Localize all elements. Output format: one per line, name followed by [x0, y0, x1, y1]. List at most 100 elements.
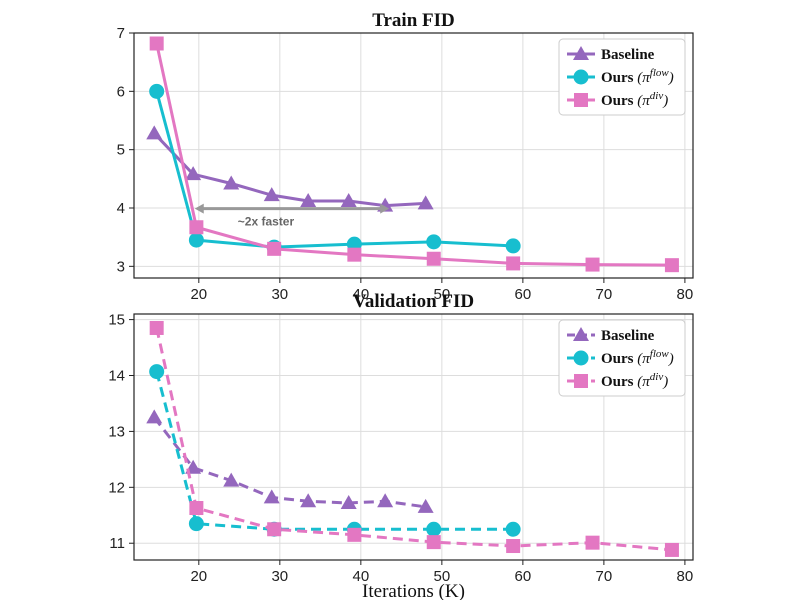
panel2-legend-swatch-marker-1	[573, 327, 589, 341]
panel1-legend-entry-2: Ours (πflow)	[567, 67, 674, 86]
panel1-series-2-point-1	[149, 83, 165, 99]
panel2-series-3-point-7	[585, 535, 600, 550]
panel1-x-tick-label-60: 60	[515, 286, 532, 303]
panel2-series-1	[146, 409, 434, 513]
panel1-x-tick-label-70: 70	[596, 286, 613, 303]
panel1-series-3	[149, 36, 679, 273]
panel1-legend-entry-3: Ours (πdiv)	[567, 90, 668, 109]
panel1-title: Train FID	[372, 10, 455, 31]
panel2-x-axis-label: Iterations (K)	[362, 581, 465, 600]
panel2-series-1-point-4	[263, 489, 280, 504]
panel1-x-tick-label-80: 80	[677, 286, 694, 303]
panel1-series-1-point-8	[417, 195, 434, 210]
panel1-y-tick-label-4: 4	[117, 200, 125, 217]
panel1-legend-label-2: Ours (πflow)	[601, 67, 674, 86]
panel1-series-1-point-2	[185, 166, 202, 181]
panel1-series-3-point-4	[347, 247, 362, 262]
panel1-series-1-point-3	[223, 175, 240, 190]
panel2-series-3-point-3	[267, 522, 282, 537]
panel2-legend-label-2: Ours (πflow)	[601, 348, 674, 367]
panel1-series-3-point-3	[267, 241, 282, 256]
panel2-series-1-line	[153, 416, 426, 509]
panel1-annotation-arrow-left	[194, 203, 204, 214]
panel2-series-2-line	[155, 371, 514, 531]
panel1-series-1-point-1	[146, 125, 163, 140]
panel1-series-2-point-5	[426, 234, 442, 250]
panel2-legend: Baseline Ours (πflow) Ours (πdiv)	[558, 319, 686, 397]
panel2-series-2-point-6	[505, 521, 521, 537]
panel2-series-2-point-2	[188, 516, 204, 532]
panel1-legend-swatch-marker-2	[573, 69, 589, 85]
panel1-x-tick-label-50: 50	[434, 286, 451, 303]
panel1-annotation-text: ~2x faster	[238, 215, 295, 229]
panel1-series-1-point-6	[340, 193, 357, 207]
panel2-series-1-point-5	[300, 493, 317, 508]
panel1-legend-box	[558, 38, 686, 116]
panel1-series-2-point-6	[505, 238, 521, 254]
panel2-x-tick-label-60: 60	[515, 568, 532, 585]
panel1-series-3-point-8	[664, 258, 679, 273]
panel2-chart: 20 30 40 50 60 70 80 11 12 13 14 15 Validation FID It…	[108, 291, 694, 600]
panel2-legend-box	[558, 319, 686, 397]
panel1-legend-label-3: Ours (πdiv)	[601, 90, 668, 109]
panel1-series-3-point-5	[426, 251, 441, 266]
panel1-series-3-point-1	[149, 36, 164, 51]
panel1-legend-swatch-marker-3	[574, 93, 588, 107]
panel1-legend: Baseline Ours (πflow) Ours (πdiv)	[558, 38, 686, 116]
panel2-x-tick-label-80: 80	[677, 568, 694, 585]
panel2-series-2-point-5	[426, 521, 442, 537]
panel2-series-1-point-7	[377, 493, 394, 508]
panel2-legend-entry-3: Ours (πdiv)	[567, 371, 668, 390]
panel2-series-3-point-8	[664, 542, 679, 557]
panel1-legend-swatch-marker-1	[573, 46, 589, 60]
panel2-y-tick-label-14: 14	[108, 368, 125, 385]
panel1-x-tick-label-20: 20	[190, 286, 207, 303]
panel2-series-3-point-5	[426, 535, 441, 550]
panel2-x-tick-label-30: 30	[271, 568, 288, 585]
panel2-axes-frame	[133, 313, 694, 561]
panel1-y-tick-label-7: 7	[117, 25, 125, 42]
panel2-legend-swatch-marker-2	[573, 350, 589, 366]
panel1-y-tick-label-5: 5	[117, 142, 125, 159]
panel1-x-tick-label-30: 30	[271, 286, 288, 303]
panel1-axes-frame	[133, 32, 694, 279]
panel1-chart: 20 30 40 50 60 70 80 3 4 5 6 7 Train FID ~2x faster Ba…	[117, 10, 694, 303]
panel2-series-3-line	[155, 327, 673, 552]
panel2-series-1-point-8	[417, 498, 434, 513]
panel1-series-2-point-2	[188, 232, 204, 248]
panel2-series-3	[149, 320, 679, 557]
panel2-series-3-point-1	[149, 320, 164, 335]
panel2-title: Validation FID	[353, 291, 474, 312]
panel1-x-tick-label-40: 40	[352, 286, 369, 303]
panel2-y-tick-label-15: 15	[108, 312, 125, 329]
panel1-series-1-point-4	[263, 187, 280, 202]
panel2-x-tick-label-50: 50	[434, 568, 451, 585]
panel1-legend-entry-1: Baseline	[567, 46, 655, 63]
panel2-series-2-point-1	[149, 364, 165, 380]
panel2-legend-swatch-marker-3	[574, 374, 588, 388]
panel1-series-3-point-6	[506, 256, 521, 271]
panel1-y-tick-label-3: 3	[117, 258, 125, 275]
panel2-x-tick-label-70: 70	[596, 568, 613, 585]
panel2-x-tick-label-40: 40	[352, 568, 369, 585]
panel2-series-1-point-6	[340, 494, 357, 509]
panel2-x-tick-label-20: 20	[190, 568, 207, 585]
panel1-series-3-point-7	[585, 257, 600, 272]
panel1-y-tick-label-6: 6	[117, 83, 125, 100]
panel2-series-1-point-1	[146, 409, 163, 424]
panel2-series-3-point-6	[506, 539, 521, 554]
panel1-series-3-line	[155, 43, 672, 267]
panel2-series-3-point-2	[189, 501, 204, 516]
panel1-annotation-arrow-right	[380, 203, 390, 214]
panel1-series-1-line	[153, 132, 426, 208]
panel2-legend-entry-1: Baseline	[567, 327, 655, 344]
panel1-series-3-point-2	[189, 220, 204, 235]
panel2-legend-label-3: Ours (πdiv)	[601, 371, 668, 390]
panel2-y-tick-label-11: 11	[109, 535, 125, 552]
panel2-legend-entry-2: Ours (πflow)	[567, 348, 674, 367]
panel1-series-2-line	[155, 90, 514, 249]
panel1-annotation: ~2x faster	[194, 203, 390, 229]
panel2-series-1-point-3	[223, 472, 240, 487]
panel1-series-1-point-5	[300, 193, 317, 207]
